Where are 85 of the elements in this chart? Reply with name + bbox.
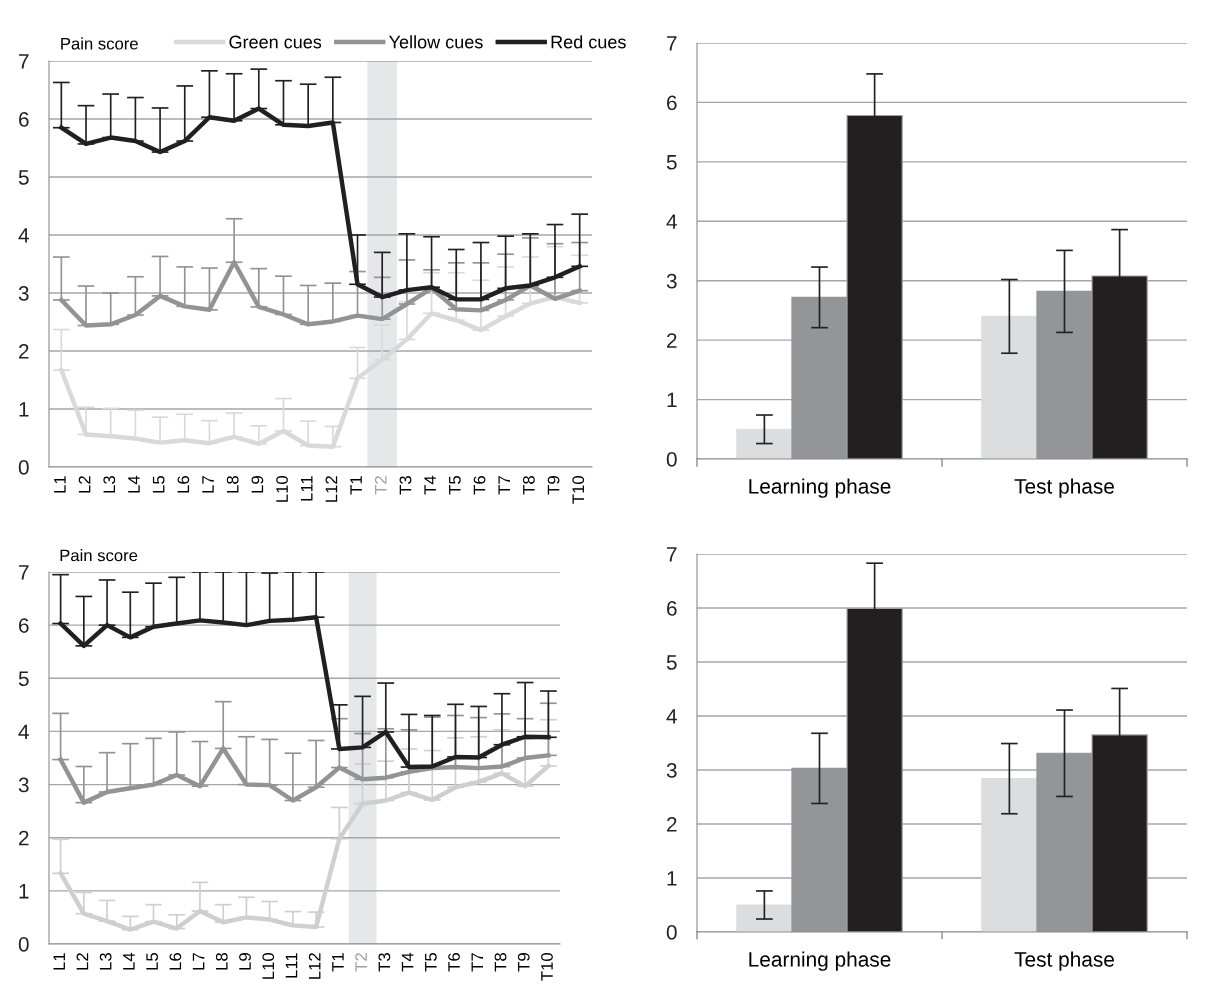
- x-tick-label: Learning phase: [749, 951, 891, 971]
- x-tick-label: L8: [226, 476, 239, 493]
- x-tick-label: L10: [262, 952, 275, 979]
- y-tick-label: 4: [666, 214, 677, 229]
- x-tick-label: L12: [308, 953, 321, 979]
- x-tick-label: T3: [399, 476, 412, 495]
- x-tick-label: L4: [123, 952, 135, 970]
- legend-label: Yellow cues: [389, 35, 483, 49]
- y-tick-label: 5: [666, 655, 677, 670]
- y-tick-label: 7: [19, 54, 29, 69]
- legend-label: Green cues: [229, 35, 322, 49]
- y-tick-label: 2: [19, 830, 29, 846]
- y-tick-label: 0: [666, 925, 677, 940]
- y-tick-label: 4: [18, 228, 29, 243]
- x-tick-label: L1: [53, 953, 65, 970]
- x-tick-label: L12: [325, 476, 338, 502]
- y-axis-title: Pain score: [61, 37, 138, 50]
- y-tick-label: 6: [19, 112, 29, 127]
- y-tick-label: 5: [18, 671, 29, 687]
- y-tick-label: 4: [18, 724, 29, 739]
- x-tick-label: L6: [177, 476, 190, 493]
- y-tick-label: 1: [19, 402, 29, 417]
- y-tick-label: 2: [667, 817, 677, 832]
- x-tick-label: T6: [448, 953, 460, 972]
- x-tick-label: T2: [355, 953, 367, 972]
- x-tick-label: T9: [517, 953, 530, 972]
- y-tick-label: 6: [667, 601, 677, 616]
- x-tick-label: L1: [54, 476, 66, 493]
- x-tick-label: L2: [76, 953, 89, 970]
- y-tick-label: 6: [667, 95, 677, 111]
- y-tick-label: 5: [18, 170, 29, 185]
- x-tick-label: T1: [350, 476, 362, 495]
- y-tick-label: 0: [666, 452, 677, 467]
- y-tick-label: 3: [666, 273, 677, 289]
- y-tick-label: 0: [18, 460, 29, 475]
- y-tick-label: 7: [667, 36, 677, 51]
- y-axis-title: Pain score: [60, 549, 138, 562]
- x-tick-label: T5: [449, 476, 461, 495]
- legend-label: Red cues: [551, 35, 626, 49]
- x-tick-label: L9: [239, 953, 251, 970]
- x-tick-label: L6: [169, 953, 182, 970]
- x-tick-label: T7: [471, 953, 484, 972]
- x-tick-label: T8: [494, 953, 507, 972]
- x-tick-label: L3: [99, 953, 112, 970]
- x-tick-label: L3: [103, 476, 116, 493]
- x-tick-label: L4: [128, 475, 140, 493]
- x-tick-label: T5: [425, 953, 437, 972]
- x-tick-label: T3: [378, 953, 391, 972]
- y-tick-label: 7: [667, 547, 677, 562]
- y-tick-label: 0: [18, 937, 29, 952]
- y-tick-label: 1: [667, 392, 677, 408]
- x-tick-label: T8: [522, 476, 535, 495]
- x-tick-label: T10: [572, 475, 585, 504]
- y-tick-label: 1: [19, 884, 29, 899]
- x-tick-label: L10: [276, 475, 288, 502]
- x-tick-label: Learning phase: [749, 478, 891, 498]
- y-tick-label: 2: [19, 344, 29, 359]
- x-tick-label: L7: [192, 953, 205, 970]
- x-tick-label: T4: [424, 475, 436, 495]
- x-tick-label: Test phase: [1014, 951, 1114, 971]
- x-tick-label: L8: [215, 953, 228, 970]
- x-tick-label: T7: [498, 476, 510, 495]
- y-tick-label: 3: [18, 777, 29, 793]
- y-tick-label: 3: [18, 286, 29, 301]
- x-tick-label: T10: [541, 952, 553, 981]
- y-tick-label: 6: [19, 618, 29, 633]
- x-tick-label: T6: [473, 476, 486, 495]
- y-tick-label: 5: [666, 155, 677, 170]
- y-tick-label: 2: [667, 333, 677, 348]
- x-tick-label: T9: [547, 476, 560, 495]
- y-tick-label: 4: [666, 709, 677, 724]
- x-tick-label: L9: [251, 476, 264, 493]
- x-tick-label: Test phase: [1014, 478, 1114, 498]
- x-tick-label: L5: [152, 476, 165, 493]
- x-tick-label: L11: [301, 476, 313, 501]
- x-tick-label: T2: [374, 476, 387, 495]
- x-tick-label: L5: [146, 953, 158, 970]
- x-tick-label: L11: [285, 953, 298, 978]
- x-tick-label: L2: [78, 476, 91, 493]
- x-tick-label: L7: [202, 476, 214, 493]
- x-tick-label: T1: [332, 953, 344, 972]
- y-tick-label: 7: [19, 565, 29, 580]
- y-tick-label: 3: [666, 763, 677, 778]
- y-tick-label: 1: [667, 871, 677, 886]
- x-tick-label: T4: [401, 952, 414, 972]
